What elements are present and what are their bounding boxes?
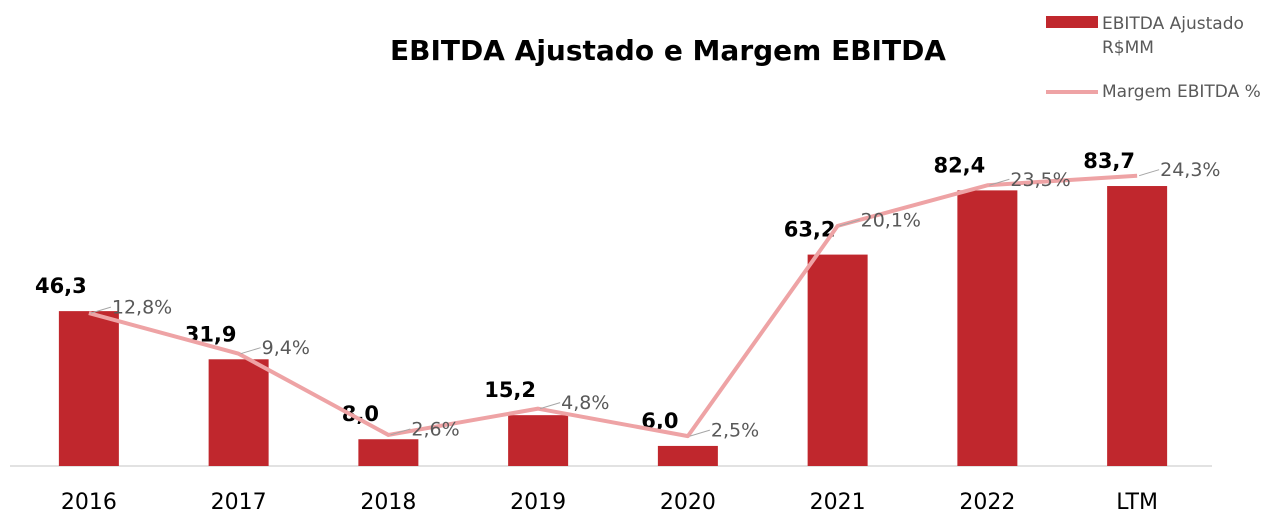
- line-value-label: 23,5%: [1010, 169, 1070, 191]
- line-value-label: 2,5%: [711, 420, 759, 442]
- bar: [508, 415, 569, 466]
- legend-swatch: [1046, 90, 1098, 94]
- x-tick-label: 2018: [360, 490, 416, 515]
- legend-swatch: [1046, 16, 1098, 28]
- bar: [957, 190, 1018, 466]
- x-tick-label: 2020: [660, 490, 716, 515]
- label-leader: [989, 178, 1010, 186]
- x-tick-label: LTM: [1116, 490, 1158, 515]
- label-leader: [90, 306, 112, 314]
- line-value-label: 9,4%: [262, 337, 310, 359]
- x-tick-label: 2019: [510, 490, 566, 515]
- bar-value-label: 82,4: [933, 153, 985, 177]
- bar: [807, 254, 868, 466]
- bar: [58, 311, 119, 466]
- legend-entry: EBITDA Ajustado R$MM: [1046, 12, 1282, 60]
- label-leader: [839, 219, 860, 227]
- bar: [657, 445, 718, 466]
- x-tick-label: 2016: [61, 490, 117, 515]
- line-value-label: 12,8%: [112, 297, 172, 319]
- legend-entry: Margem EBITDA %: [1046, 80, 1282, 104]
- line-value-label: 2,6%: [411, 418, 459, 440]
- label-leader: [689, 429, 711, 437]
- x-tick-label: 2022: [959, 490, 1015, 515]
- line-value-label: 24,3%: [1160, 159, 1220, 181]
- label-leader: [1138, 169, 1160, 177]
- line: [88, 173, 1138, 439]
- line-value-label: 20,1%: [861, 209, 921, 231]
- label-leader: [390, 428, 411, 436]
- bar: [1107, 186, 1168, 466]
- bar-value-label: 15,2: [484, 378, 536, 402]
- legend-label: Margem EBITDA %: [1102, 82, 1261, 102]
- label-leader: [240, 347, 261, 355]
- bar-value-label: 46,3: [35, 274, 87, 298]
- bar-value-label: 83,7: [1083, 149, 1135, 173]
- bar: [358, 439, 419, 466]
- legend-label: EBITDA Ajustado R$MM: [1102, 14, 1244, 58]
- x-tick-label: 2017: [211, 490, 267, 515]
- label-leader: [539, 402, 561, 410]
- bar: [208, 359, 269, 466]
- line-value-label: 4,8%: [561, 392, 609, 414]
- x-tick-label: 2021: [810, 490, 866, 515]
- chart-title: EBITDA Ajustado e Margem EBITDA: [390, 34, 946, 67]
